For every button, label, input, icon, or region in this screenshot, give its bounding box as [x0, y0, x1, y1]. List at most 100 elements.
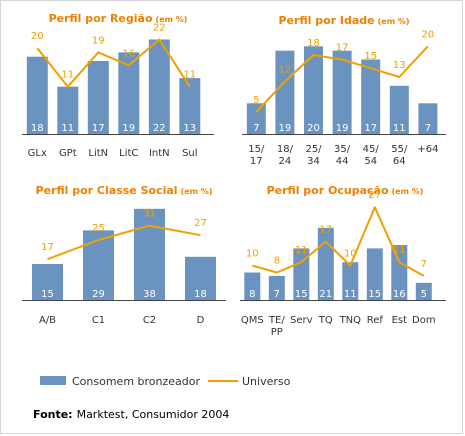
chart-title: Perfil por Classe Social (em %) — [36, 184, 213, 197]
x-tick-label: Sul — [182, 148, 197, 159]
chart-1: Perfil por Região (em %) 18 11 17 19 22 13 GLx GP… — [22, 12, 214, 159]
bar — [415, 282, 432, 300]
source-text: Marktest, Consumidor 2004 — [77, 408, 230, 421]
bar — [32, 264, 63, 300]
x-tick-label: 15/17 — [248, 144, 265, 167]
bar — [332, 50, 352, 135]
line-value-label: 12 — [279, 64, 292, 75]
x-tick-label: D — [197, 315, 205, 326]
bar-value-label: 15 — [368, 289, 381, 300]
x-tick-label: Ref — [367, 315, 384, 326]
bar-value-label: 7 — [274, 289, 280, 300]
line-value-label: 11 — [393, 245, 406, 256]
bar-value-label: 11 — [393, 123, 406, 134]
chart-title: Perfil por Idade (em %) — [279, 14, 410, 27]
universo-line — [255, 45, 429, 113]
bar-value-label: 19 — [336, 123, 349, 134]
x-tick-label: GPt — [59, 148, 77, 159]
x-tick-label: LitN — [88, 148, 108, 159]
chart-4: Perfil por Ocupação (em %) 8 7 15 21 11 15 16 5 QM… — [240, 184, 446, 338]
bar-value-label: 8 — [249, 289, 255, 300]
bar-value-label: 18 — [194, 289, 207, 300]
x-tick-label: C1 — [92, 315, 105, 326]
bar — [275, 50, 295, 135]
x-tick-label: +64 — [417, 144, 438, 155]
bar — [134, 208, 165, 300]
line-value-label: 20 — [31, 31, 44, 42]
line-value-label: 15 — [364, 51, 377, 62]
bar — [57, 86, 79, 134]
bar-value-label: 17 — [364, 123, 377, 134]
x-tick-label: IntN — [149, 148, 170, 159]
legend-line-label: Universo — [242, 375, 291, 388]
chart-title-unit: (em %) — [156, 15, 188, 24]
bar-value-label: 7 — [425, 123, 431, 134]
chart-2: Perfil por Idade (em %) 7 19 20 19 17 11 7 15/17 1… — [242, 14, 446, 167]
x-tick-label: Serv — [290, 315, 313, 326]
line-value-label: 20 — [422, 29, 435, 40]
bar-value-label: 22 — [153, 123, 166, 134]
bar — [244, 272, 261, 300]
bar-value-label: 19 — [279, 123, 292, 134]
x-tick-label: GLx — [28, 148, 47, 159]
line-value-label: 11 — [183, 70, 196, 81]
x-tick-label: TNQ — [339, 315, 362, 326]
legend-bar-label: Consomem bronzeador — [72, 375, 200, 388]
bar — [118, 52, 140, 134]
line-value-label: 31 — [143, 209, 156, 220]
bar — [83, 230, 114, 300]
line-value-label: 10 — [246, 249, 259, 260]
bar-value-label: 15 — [41, 289, 54, 300]
line-value-label: 16 — [122, 48, 135, 59]
line-value-label: 18 — [307, 38, 320, 49]
x-tick-label: LitC — [119, 148, 138, 159]
bar — [293, 248, 310, 300]
bar — [246, 103, 266, 134]
bar-value-label: 21 — [319, 289, 332, 300]
bar — [148, 39, 170, 134]
bar — [26, 56, 48, 135]
bar — [87, 61, 109, 134]
line-value-label: 27 — [368, 190, 381, 201]
bar-value-label: 29 — [92, 289, 105, 300]
x-tick-label: QMS — [241, 315, 264, 326]
bar-value-label: 17 — [92, 123, 105, 134]
source-note: Fonte: Marktest, Consumidor 2004 — [33, 408, 229, 421]
line-value-label: 19 — [92, 35, 105, 46]
line-value-label: 25 — [92, 223, 105, 234]
bar-value-label: 11 — [344, 289, 357, 300]
bar — [418, 103, 438, 134]
line-value-label: 17 — [336, 43, 349, 54]
x-tick-label: 55/64 — [391, 144, 408, 167]
bar — [342, 262, 359, 300]
bar-value-label: 18 — [31, 123, 44, 134]
bar — [389, 85, 409, 134]
x-tick-label: Dom — [412, 315, 436, 326]
universo-line — [252, 206, 425, 277]
bar — [268, 275, 285, 300]
bar — [185, 256, 216, 300]
legend: Consomem bronzeador Universo — [40, 375, 291, 388]
universo-line — [47, 224, 201, 261]
bar — [366, 248, 383, 300]
chart-title-unit: (em %) — [181, 187, 213, 196]
bar-value-label: 5 — [421, 289, 427, 300]
line-value-label: 17 — [41, 242, 54, 253]
line-value-label: 13 — [393, 60, 406, 71]
bar — [391, 245, 408, 300]
line-value-label: 10 — [344, 249, 357, 260]
bar — [304, 46, 323, 134]
x-tick-label: 18/24 — [277, 144, 294, 167]
source-label: Fonte: — [33, 408, 73, 421]
bar — [179, 78, 201, 134]
line-value-label: 5 — [253, 95, 259, 106]
legend-bar-swatch — [40, 376, 66, 385]
x-tick-label: 45/54 — [363, 144, 380, 167]
line-value-label: 8 — [274, 256, 280, 267]
line-value-label: 11 — [61, 70, 74, 81]
chart-title-unit: (em %) — [378, 17, 410, 26]
bar-value-label: 7 — [253, 123, 259, 134]
x-tick-label: C2 — [143, 315, 156, 326]
